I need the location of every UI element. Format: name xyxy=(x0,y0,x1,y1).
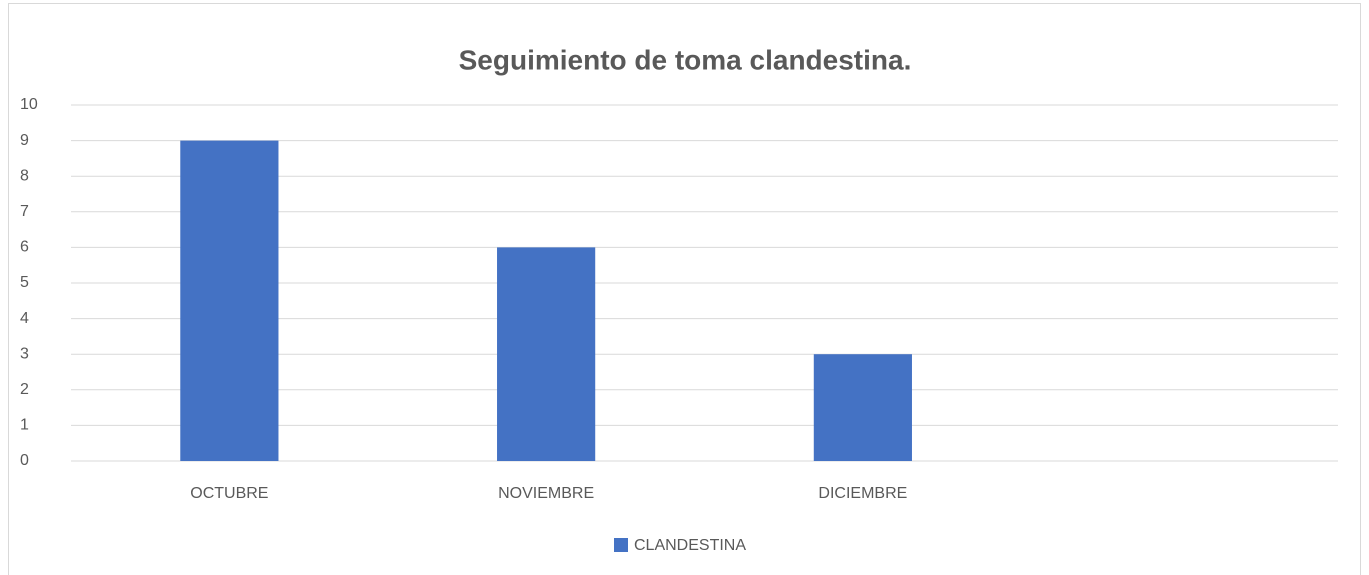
legend-swatch xyxy=(614,538,628,552)
bar xyxy=(180,140,279,461)
bar xyxy=(497,247,596,461)
y-tick-label: 1 xyxy=(20,417,29,434)
y-tick-label: 3 xyxy=(20,345,29,362)
x-tick-label: DICIEMBRE xyxy=(818,485,907,502)
y-tick-label: 10 xyxy=(20,96,38,113)
y-tick-label: 2 xyxy=(20,381,29,398)
x-tick-label: OCTUBRE xyxy=(190,485,268,502)
y-tick-label: 4 xyxy=(20,310,29,327)
y-tick-label: 9 xyxy=(20,132,29,149)
chart-title: Seguimiento de toma clandestina. xyxy=(459,44,912,75)
y-tick-label: 6 xyxy=(20,239,29,256)
legend-label: CLANDESTINA xyxy=(634,537,746,554)
y-tick-label: 8 xyxy=(20,167,29,184)
x-tick-label: NOVIEMBRE xyxy=(498,485,594,502)
y-tick-label: 5 xyxy=(20,274,29,291)
bar xyxy=(813,354,912,461)
y-tick-label: 7 xyxy=(20,203,29,220)
y-tick-label: 0 xyxy=(20,452,29,469)
